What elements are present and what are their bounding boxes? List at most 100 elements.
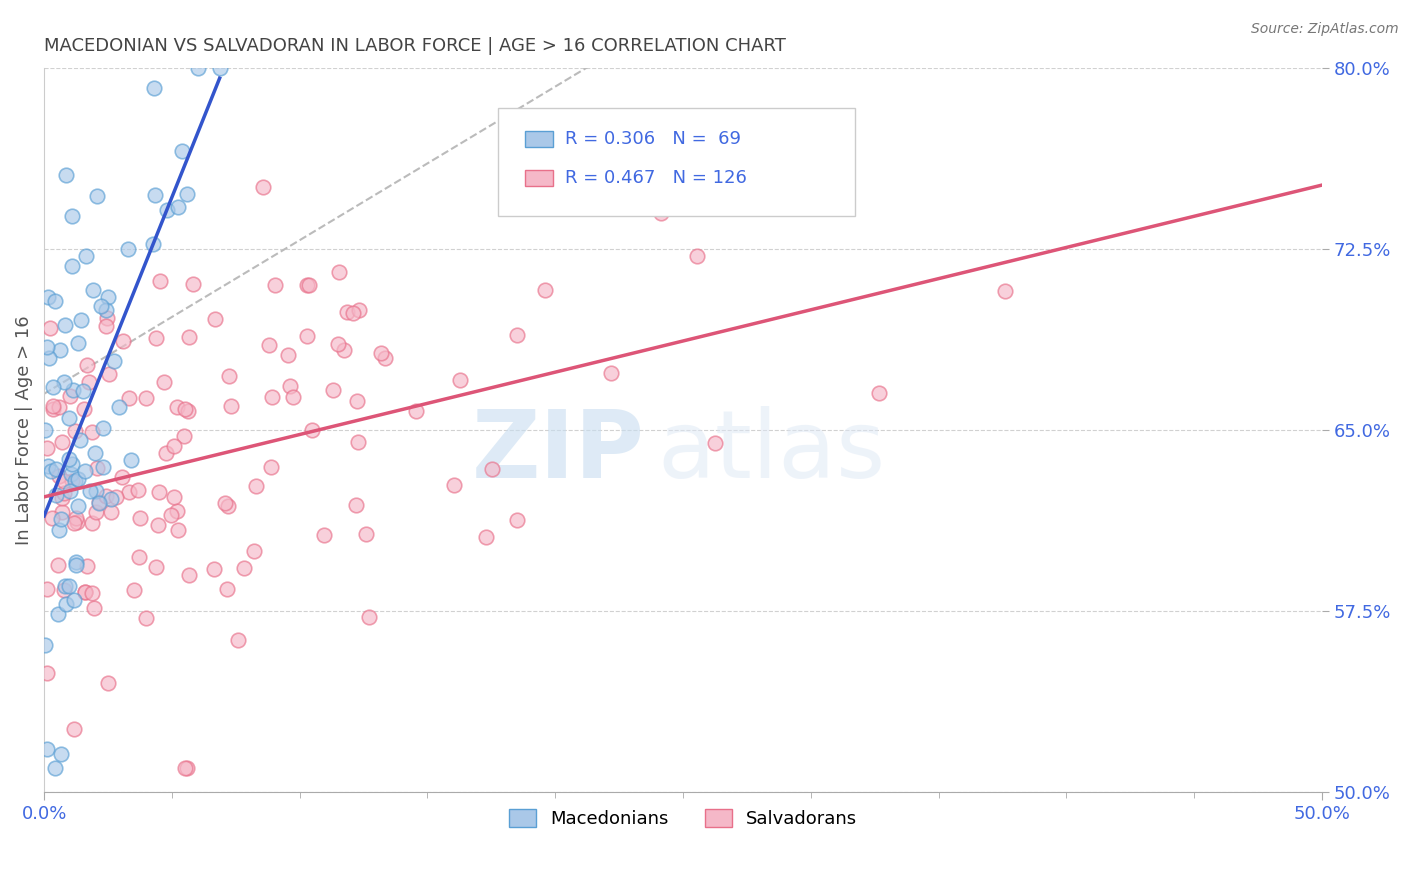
Point [685,249,707,263]
Point [312,528,335,542]
Point [259,337,281,351]
Point [80,516,103,531]
Point [118,485,141,500]
Point [506,328,529,343]
Point [34,423,56,437]
Point [100,491,122,506]
Point [534,283,557,297]
Point [35,665,58,680]
Point [174,761,197,775]
Point [60,209,83,223]
Point [80,425,103,439]
Point [79,483,101,498]
Point [146,518,169,533]
Point [49,512,72,526]
Point [118,391,141,405]
Point [159,508,181,523]
Point [69,433,91,447]
Point [72,384,94,399]
Point [65,555,87,569]
Point [232,560,254,574]
Point [53,486,76,500]
Point [167,523,190,537]
Point [278,378,301,392]
Point [65,558,87,573]
Point [506,513,529,527]
Point [84,445,107,459]
Point [328,265,350,279]
Point [143,81,166,95]
Point [994,284,1017,298]
Point [262,391,284,405]
Bar [524,170,553,186]
Point [35,340,58,354]
Point [91,421,114,435]
Point [97,290,120,304]
Point [173,401,195,416]
Point [41,401,63,416]
Point [59,484,82,499]
Point [177,404,200,418]
Point [218,368,240,383]
Point [295,328,318,343]
Text: atlas: atlas [658,406,886,498]
Point [48,401,70,415]
Point [153,375,176,389]
Point [66,515,89,529]
Point [67,472,90,486]
Point [135,611,157,625]
Point [181,277,204,292]
Point [58,579,80,593]
Point [83,601,105,615]
Text: R = 0.306   N =  69: R = 0.306 N = 69 [565,130,741,148]
Point [356,526,378,541]
Point [449,373,471,387]
Point [41,510,63,524]
Point [48,343,70,357]
Point [187,61,209,75]
Point [55,169,77,183]
Point [59,467,82,481]
Point [63,722,86,736]
Point [63,592,86,607]
Point [600,366,623,380]
Point [214,496,236,510]
Point [37,459,59,474]
Point [344,499,367,513]
Point [94,319,117,334]
Point [60,259,83,273]
FancyBboxPatch shape [498,108,855,217]
Point [84,505,107,519]
Point [208,61,231,75]
Point [44,761,66,775]
Point [346,393,368,408]
Point [35,582,58,596]
Point [100,506,122,520]
Point [44,293,66,308]
Point [37,290,59,304]
Point [328,336,350,351]
Point [263,277,285,292]
Point [163,490,186,504]
Point [65,425,87,439]
Point [45,488,67,502]
Point [650,206,672,220]
Point [48,558,70,572]
Point [135,391,157,405]
Point [34,639,56,653]
Point [245,479,267,493]
Point [51,747,73,762]
Point [67,336,90,351]
Point [295,277,318,292]
Point [90,299,112,313]
Point [108,400,131,414]
Point [38,320,60,334]
Bar [524,131,553,147]
Point [55,597,77,611]
Point [60,474,83,488]
Point [142,237,165,252]
Point [170,145,193,159]
Point [62,383,84,397]
Point [42,380,65,394]
Point [374,351,396,365]
